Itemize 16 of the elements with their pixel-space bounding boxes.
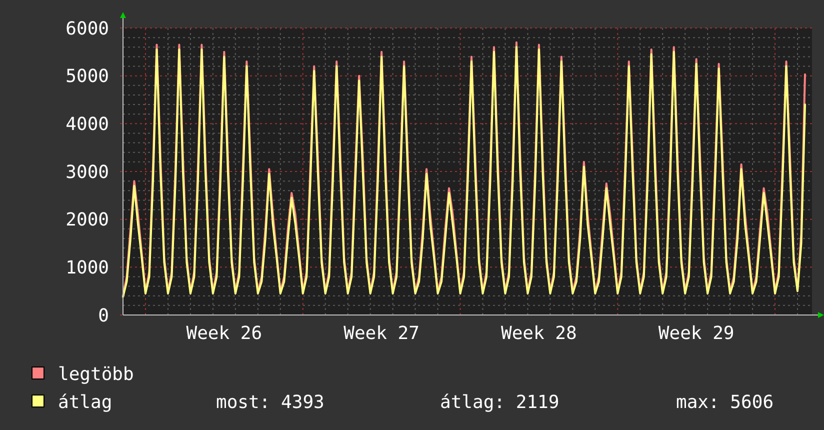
y-tick-label: 6000 bbox=[66, 18, 109, 40]
y-tick-label: 2000 bbox=[66, 210, 109, 231]
x-tick-label: Week 29 bbox=[658, 323, 734, 344]
x-tick-label: Week 27 bbox=[344, 323, 420, 344]
y-tick-label: 0 bbox=[98, 305, 109, 326]
x-tick-label: Week 28 bbox=[501, 323, 577, 344]
text: átlag: 2119 bbox=[440, 392, 560, 413]
y-tick-label: 1000 bbox=[66, 257, 109, 278]
legend-label: legtöbb bbox=[58, 364, 134, 385]
y-tick-label: 3000 bbox=[66, 162, 109, 183]
text: max: 5606 bbox=[676, 392, 774, 413]
x-tick-label: Week 26 bbox=[186, 323, 262, 344]
legend-label: átlag bbox=[58, 392, 112, 413]
y-tick-label: 4000 bbox=[66, 114, 109, 135]
text: most: 4393 bbox=[216, 392, 324, 413]
y-tick-label: 5000 bbox=[66, 66, 109, 88]
